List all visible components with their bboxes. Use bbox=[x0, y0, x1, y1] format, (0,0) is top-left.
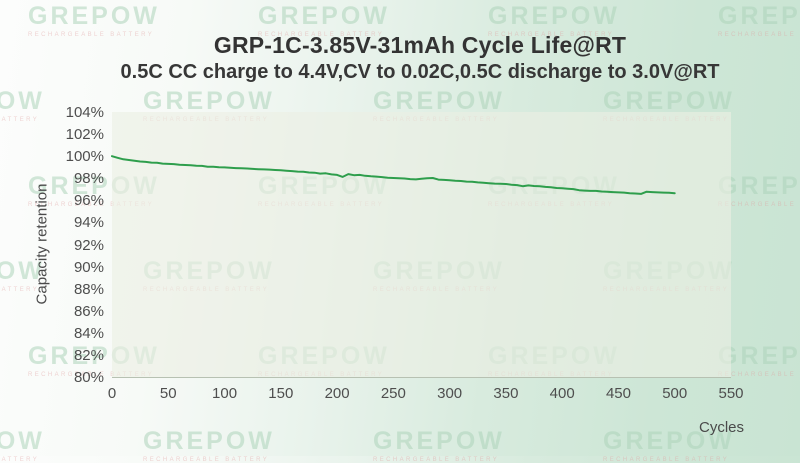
y-tick-label: 104% bbox=[65, 104, 104, 121]
y-tick-label: 90% bbox=[73, 258, 104, 276]
y-tick-label: 100% bbox=[65, 148, 104, 166]
x-tick-label: 450 bbox=[605, 385, 631, 402]
y-tick-label: 94% bbox=[73, 214, 104, 232]
x-tick-label: 550 bbox=[718, 385, 744, 402]
grepow-watermark-text: GREPOW bbox=[718, 172, 800, 200]
y-tick-label: 102% bbox=[65, 126, 104, 144]
grepow-watermark: GREPOW RECHARGEABLE BATTERY bbox=[718, 2, 800, 39]
grepow-watermark-text: GREPOW bbox=[373, 87, 505, 115]
y-axis-title: Capacity retention bbox=[33, 183, 51, 305]
grepow-watermark-text: GREPOW bbox=[488, 2, 620, 30]
grepow-watermark-subtext: RECHARGEABLE BATTERY bbox=[488, 32, 615, 38]
chart-subtitle: 0.5C CC charge to 4.4V,CV to 0.02C,0.5C … bbox=[120, 61, 720, 83]
y-tick-label: 92% bbox=[73, 236, 104, 254]
grepow-watermark-subtext: RECHARGEABLE BATTERY bbox=[603, 457, 730, 463]
plot-area bbox=[112, 112, 731, 378]
grepow-watermark-text: GREPOW bbox=[603, 87, 735, 115]
grepow-watermark-text: GREPOW bbox=[718, 2, 800, 30]
y-tick-label: 84% bbox=[73, 324, 104, 342]
grepow-watermark-subtext: RECHARGEABLE BATTERY bbox=[28, 202, 155, 208]
x-tick-label: 150 bbox=[268, 385, 294, 402]
x-tick-label: 350 bbox=[493, 385, 519, 402]
grepow-watermark: GREPOW RECHARGEABLE BATTERY bbox=[718, 172, 800, 209]
grepow-watermark-text: GREPOW bbox=[143, 427, 275, 455]
grepow-watermark-subtext: RECHARGEABLE BATTERY bbox=[373, 457, 500, 463]
y-tick-label: 82% bbox=[73, 346, 104, 364]
x-tick-label: 200 bbox=[324, 385, 350, 402]
x-tick-label: 300 bbox=[437, 385, 463, 402]
y-tick-label: 98% bbox=[73, 170, 104, 188]
x-tick-label: 400 bbox=[549, 385, 575, 402]
y-tick-label: 88% bbox=[73, 280, 104, 298]
grepow-watermark-subtext: RECHARGEABLE BATTERY bbox=[0, 287, 40, 293]
grepow-watermark-subtext: RECHARGEABLE BATTERY bbox=[28, 372, 155, 378]
grepow-watermark: GREPOW RECHARGEABLE BATTERY bbox=[258, 2, 390, 39]
y-tick-label: 86% bbox=[73, 302, 104, 320]
y-tick-label: 96% bbox=[73, 192, 104, 210]
grepow-watermark-text: GREPOW bbox=[28, 2, 160, 30]
grepow-watermark-subtext: RECHARGEABLE BATTERY bbox=[718, 372, 800, 378]
grepow-watermark: GREPOW RECHARGEABLE BATTERY bbox=[488, 2, 620, 39]
grepow-watermark: GREPOW RECHARGEABLE BATTERY bbox=[28, 2, 160, 39]
grepow-watermark-subtext: RECHARGEABLE BATTERY bbox=[0, 117, 40, 123]
grepow-watermark-text: GREPOW bbox=[0, 257, 45, 285]
grepow-watermark-text: GREPOW bbox=[258, 2, 390, 30]
grepow-watermark-subtext: RECHARGEABLE BATTERY bbox=[0, 457, 40, 463]
x-tick-label: 100 bbox=[212, 385, 238, 402]
y-tick-label: 80% bbox=[73, 369, 104, 386]
x-axis-title: Cycles bbox=[698, 419, 744, 436]
grepow-watermark: GREPOW RECHARGEABLE BATTERY bbox=[718, 342, 800, 379]
x-tick-label: 250 bbox=[380, 385, 406, 402]
x-tick-label: 50 bbox=[159, 385, 177, 402]
grepow-watermark-text: GREPOW bbox=[718, 342, 800, 370]
grepow-watermark-text: GREPOW bbox=[373, 427, 505, 455]
grepow-watermark: GREPOW RECHARGEABLE BATTERY bbox=[0, 257, 45, 294]
grepow-watermark-subtext: RECHARGEABLE BATTERY bbox=[28, 32, 155, 38]
grepow-watermark-subtext: RECHARGEABLE BATTERY bbox=[718, 32, 800, 38]
grepow-watermark-text: GREPOW bbox=[0, 427, 45, 455]
grepow-watermark-subtext: RECHARGEABLE BATTERY bbox=[258, 32, 385, 38]
grepow-watermark-text: GREPOW bbox=[143, 87, 275, 115]
grepow-watermark-subtext: RECHARGEABLE BATTERY bbox=[143, 457, 270, 463]
chart-title: GRP-1C-3.85V-31mAh Cycle Life@RT bbox=[213, 32, 627, 58]
grepow-watermark: GREPOW RECHARGEABLE BATTERY bbox=[0, 87, 45, 124]
grepow-watermark-subtext: RECHARGEABLE BATTERY bbox=[718, 202, 800, 208]
grepow-watermark-text: GREPOW bbox=[603, 427, 735, 455]
x-tick-label: 0 bbox=[107, 385, 117, 402]
x-tick-label: 500 bbox=[662, 385, 688, 402]
grepow-watermark-text: GREPOW bbox=[0, 87, 45, 115]
